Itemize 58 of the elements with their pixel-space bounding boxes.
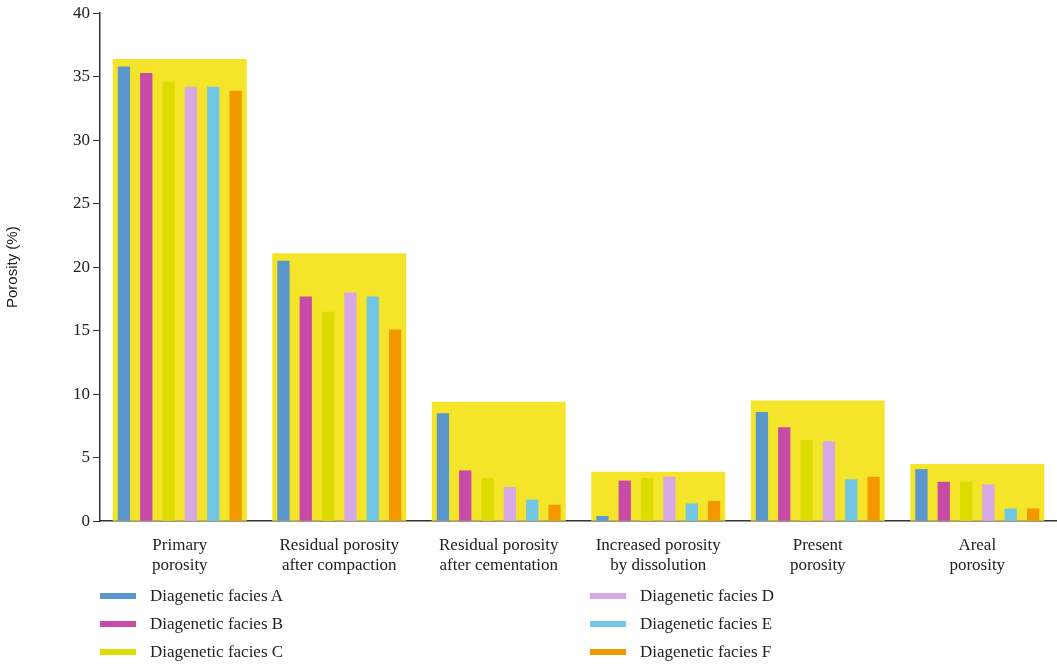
bar xyxy=(117,66,131,521)
bar xyxy=(1004,508,1017,521)
bar xyxy=(184,86,198,521)
x-tick-label: Areal porosity xyxy=(949,534,1006,575)
y-tick-label: 25 xyxy=(73,193,90,213)
legend-label: Diagenetic facies E xyxy=(640,614,773,634)
legend-label: Diagenetic facies D xyxy=(640,586,775,606)
y-axis-title: Porosity (%) xyxy=(3,226,21,309)
bar xyxy=(1026,508,1040,521)
bar xyxy=(481,478,494,521)
y-tick-label: 10 xyxy=(73,383,90,403)
bar xyxy=(982,484,995,521)
bar xyxy=(707,500,721,521)
bar xyxy=(459,470,472,521)
bar xyxy=(640,478,654,521)
legend-label: Diagenetic facies C xyxy=(150,642,284,662)
y-tick-label: 35 xyxy=(73,66,90,86)
legend-label: Diagenetic facies F xyxy=(640,642,772,662)
legend-label: Diagenetic facies A xyxy=(150,586,284,606)
x-tick-label: Present porosity xyxy=(789,534,847,575)
y-tick-label: 15 xyxy=(73,320,90,340)
x-tick-label: Residual porosity after cementation xyxy=(439,534,559,575)
bar xyxy=(867,476,880,521)
bar xyxy=(229,90,242,521)
bar xyxy=(277,260,290,521)
bar xyxy=(845,479,858,521)
bar xyxy=(548,504,561,521)
bar xyxy=(366,296,379,521)
y-tick-label: 30 xyxy=(73,129,90,149)
bar xyxy=(959,481,973,521)
bar xyxy=(436,413,450,521)
bar xyxy=(618,480,631,521)
bar xyxy=(140,72,153,521)
bar xyxy=(299,296,312,521)
x-tick-label: Residual porosity after compaction xyxy=(279,534,400,575)
bar xyxy=(778,427,791,521)
y-tick-label: 20 xyxy=(73,256,90,276)
bar xyxy=(162,81,175,521)
x-tick-label: Increased porosity by dissolution xyxy=(595,534,722,575)
bar xyxy=(800,439,813,521)
bar xyxy=(344,292,357,521)
y-tick-label: 0 xyxy=(81,510,90,530)
bar xyxy=(685,503,698,521)
bar xyxy=(503,486,517,521)
y-tick-label: 5 xyxy=(81,447,90,467)
bar xyxy=(388,329,402,521)
bar xyxy=(321,311,335,521)
x-tick-label: Primary porosity xyxy=(151,534,209,575)
bar xyxy=(822,441,836,521)
y-tick-label: 40 xyxy=(73,2,90,22)
legend-label: Diagenetic facies B xyxy=(150,614,284,634)
bar xyxy=(915,469,928,521)
bar xyxy=(663,476,676,521)
bar xyxy=(596,516,609,521)
bar xyxy=(755,411,769,521)
bar xyxy=(937,481,950,521)
bar xyxy=(207,86,220,521)
bar xyxy=(526,499,539,521)
